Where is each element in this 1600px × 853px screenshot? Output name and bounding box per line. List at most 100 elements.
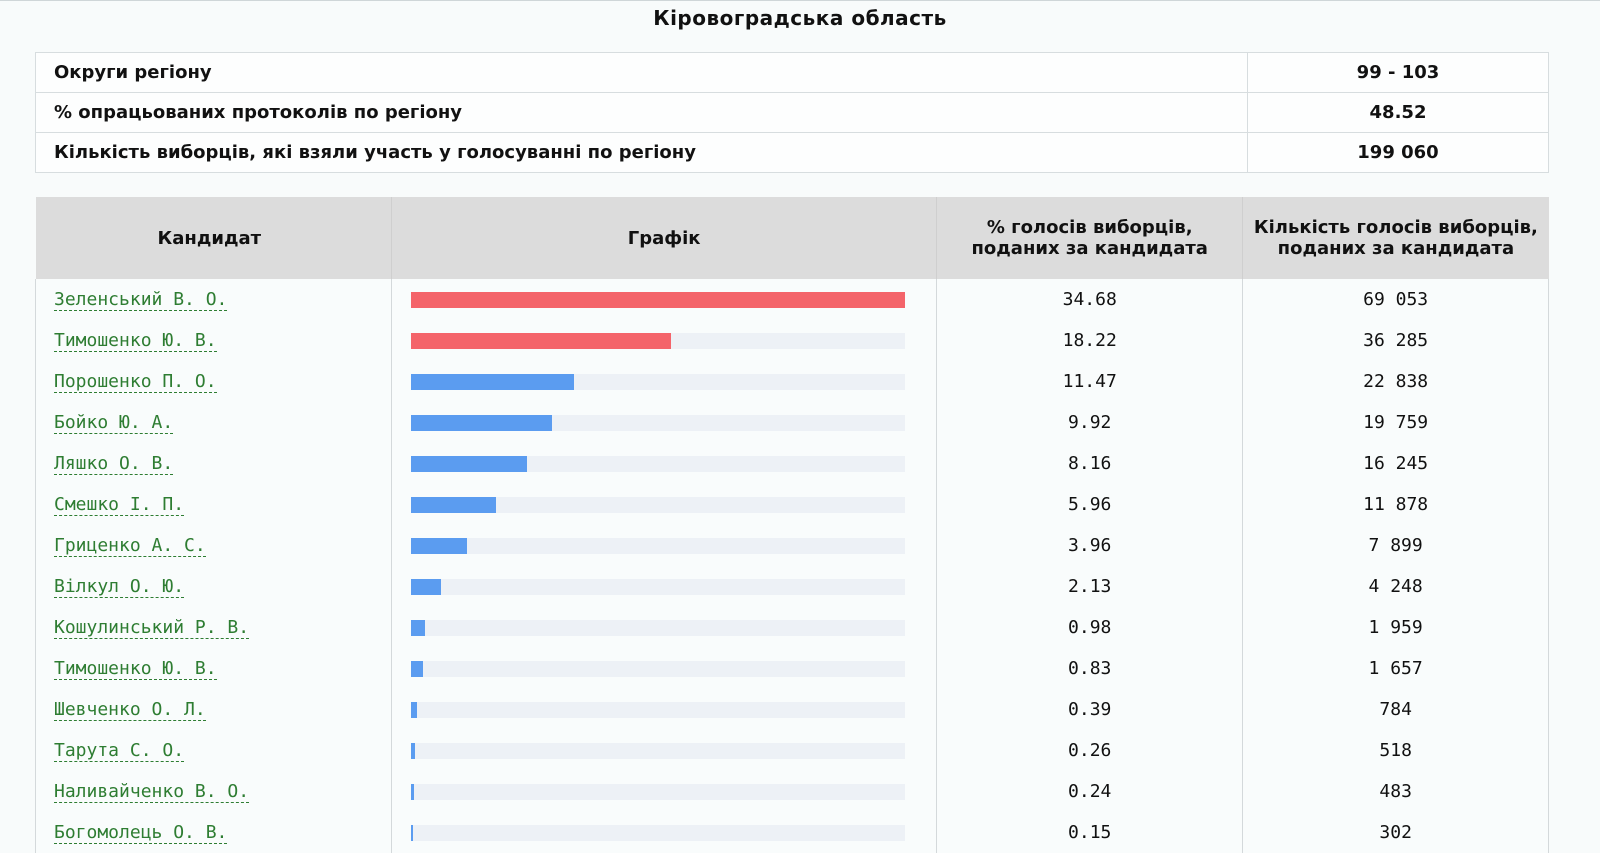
summary-row-protocols: % опрацьованих протоколів по регіону 48.… — [35, 92, 1549, 133]
candidate-cell: Гриценко А. С. — [34, 525, 393, 566]
table-row: Кошулинський Р. В. 0.98 1 959 — [34, 607, 1549, 648]
results-header-row: Кандидат Графік % голосів виборців, пода… — [35, 197, 1549, 279]
bar-track — [411, 578, 906, 595]
table-row: Наливайченко В. О. 0.24 483 — [34, 771, 1549, 812]
percent-value: 3.96 — [936, 525, 1244, 566]
header-votes[interactable]: Кількість голосів виборців, поданих за к… — [1242, 197, 1549, 279]
chart-cell — [391, 648, 938, 689]
candidate-link[interactable]: Ляшко О. В. — [54, 453, 174, 475]
votes-value: 7 899 — [1242, 525, 1549, 566]
bar-track — [411, 291, 906, 308]
candidate-link[interactable]: Тимошенко Ю. В. — [54, 658, 217, 680]
candidate-cell: Тимошенко Ю. В. — [34, 320, 393, 361]
votes-value: 302 — [1242, 812, 1549, 853]
header-percent[interactable]: % голосів виборців, поданих за кандидата — [936, 197, 1244, 279]
bar-track — [411, 373, 906, 390]
page-title: Кіровоградська область — [653, 6, 947, 30]
bar-track — [411, 701, 906, 718]
votes-value: 1 657 — [1242, 648, 1549, 689]
votes-value: 483 — [1242, 771, 1549, 812]
votes-value: 36 285 — [1242, 320, 1549, 361]
candidate-cell: Вілкул О. Ю. — [34, 566, 393, 607]
chart-cell — [391, 320, 938, 361]
candidate-link[interactable]: Кошулинський Р. В. — [54, 617, 250, 639]
votes-value: 518 — [1242, 730, 1549, 771]
table-row: Зеленський В. О. 34.68 69 053 — [34, 279, 1549, 320]
table-row: Порошенко П. О. 11.47 22 838 — [34, 361, 1549, 402]
chart-cell — [391, 443, 938, 484]
summary-value: 48.52 — [1247, 92, 1549, 133]
percent-value: 0.39 — [936, 689, 1244, 730]
votes-value: 69 053 — [1242, 279, 1549, 320]
percent-value: 5.96 — [936, 484, 1244, 525]
candidate-link[interactable]: Тимошенко Ю. В. — [54, 330, 217, 352]
region-summary-table: Округи регіону 99 - 103 % опрацьованих п… — [35, 52, 1549, 173]
chart-cell — [391, 402, 938, 443]
table-row: Тимошенко Ю. В. 18.22 36 285 — [34, 320, 1549, 361]
bar-track — [411, 455, 906, 472]
candidate-link[interactable]: Тарута С. О. — [54, 740, 185, 762]
candidate-cell: Тимошенко Ю. В. — [34, 648, 393, 689]
chart-cell — [391, 730, 938, 771]
votes-value: 784 — [1242, 689, 1549, 730]
bar-track — [411, 496, 906, 513]
table-row: Гриценко А. С. 3.96 7 899 — [34, 525, 1549, 566]
candidate-cell: Наливайченко В. О. — [34, 771, 393, 812]
candidate-cell: Бойко Ю. А. — [34, 402, 393, 443]
percent-value: 0.24 — [936, 771, 1244, 812]
chart-cell — [391, 771, 938, 812]
candidate-cell: Ляшко О. В. — [34, 443, 393, 484]
bar-track — [411, 619, 906, 636]
candidate-cell: Кошулинський Р. В. — [34, 607, 393, 648]
chart-cell — [391, 689, 938, 730]
percent-value: 0.83 — [936, 648, 1244, 689]
candidate-link[interactable]: Наливайченко В. О. — [54, 781, 250, 803]
candidate-link[interactable]: Зеленський В. О. — [54, 289, 228, 311]
candidate-link[interactable]: Богомолець О. В. — [54, 822, 228, 844]
table-row: Смешко І. П. 5.96 11 878 — [34, 484, 1549, 525]
bar — [411, 742, 416, 759]
results-body: Зеленський В. О. 34.68 69 053 Тимошенко Ю. … — [34, 279, 1549, 853]
percent-value: 8.16 — [936, 443, 1244, 484]
chart-cell — [391, 566, 938, 607]
candidate-cell: Богомолець О. В. — [34, 812, 393, 853]
candidate-link[interactable]: Гриценко А. С. — [54, 535, 206, 557]
table-row: Ляшко О. В. 8.16 16 245 — [34, 443, 1549, 484]
candidate-cell: Шевченко О. Л. — [34, 689, 393, 730]
candidate-link[interactable]: Шевченко О. Л. — [54, 699, 206, 721]
chart-cell — [391, 279, 938, 320]
candidate-link[interactable]: Порошенко П. О. — [54, 371, 217, 393]
bar-track — [411, 824, 906, 841]
summary-label: Округи регіону — [35, 52, 1248, 93]
chart-cell — [391, 484, 938, 525]
table-row: Тимошенко Ю. В. 0.83 1 657 — [34, 648, 1549, 689]
top-divider — [0, 0, 1600, 1]
bar — [411, 496, 497, 513]
votes-value: 1 959 — [1242, 607, 1549, 648]
candidate-results-table: Кандидат Графік % голосів виборців, пода… — [34, 197, 1549, 853]
candidate-link[interactable]: Смешко І. П. — [54, 494, 185, 516]
percent-value: 34.68 — [936, 279, 1244, 320]
bar-track — [411, 537, 906, 554]
percent-value: 9.92 — [936, 402, 1244, 443]
summary-row-districts: Округи регіону 99 - 103 — [35, 52, 1549, 93]
chart-cell — [391, 361, 938, 402]
bar — [411, 455, 528, 472]
candidate-link[interactable]: Бойко Ю. А. — [54, 412, 174, 434]
bar — [411, 373, 575, 390]
summary-label: Кількість виборців, які взяли участь у г… — [35, 132, 1248, 173]
bar — [411, 332, 672, 349]
percent-value: 18.22 — [936, 320, 1244, 361]
bar — [411, 578, 442, 595]
percent-value: 0.15 — [936, 812, 1244, 853]
bar-track — [411, 332, 906, 349]
summary-row-voters: Кількість виборців, які взяли участь у г… — [35, 132, 1549, 173]
chart-cell — [391, 525, 938, 566]
table-row: Вілкул О. Ю. 2.13 4 248 — [34, 566, 1549, 607]
bar-track — [411, 742, 906, 759]
candidate-link[interactable]: Вілкул О. Ю. — [54, 576, 185, 598]
header-candidate[interactable]: Кандидат — [35, 197, 393, 279]
summary-value: 99 - 103 — [1247, 52, 1549, 93]
table-row: Тарута С. О. 0.26 518 — [34, 730, 1549, 771]
votes-value: 4 248 — [1242, 566, 1549, 607]
